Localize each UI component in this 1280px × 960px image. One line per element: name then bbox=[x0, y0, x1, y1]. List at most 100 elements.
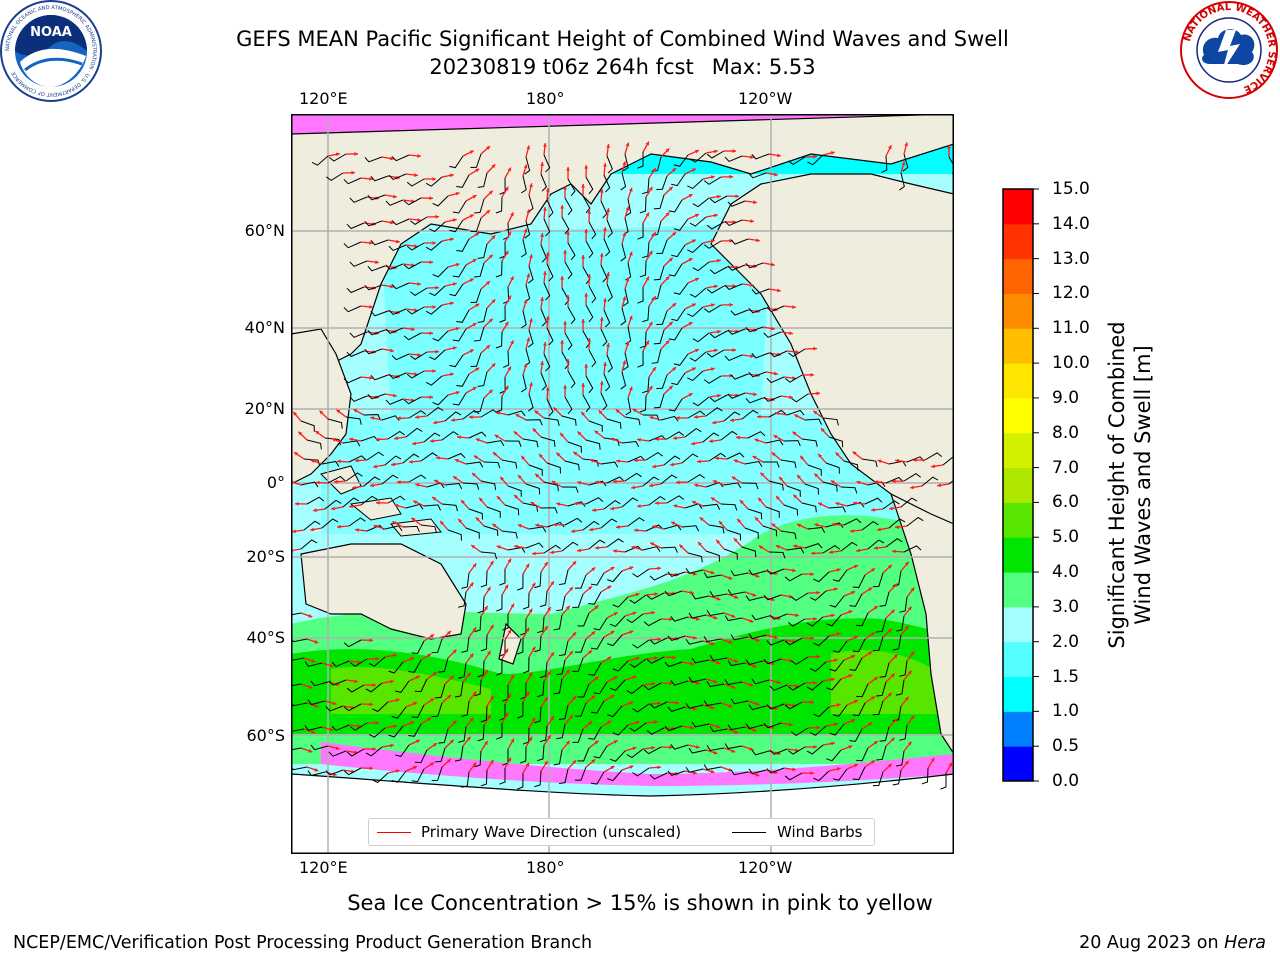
wave-direction-arrowhead bbox=[610, 766, 615, 770]
wave-direction-arrowhead bbox=[395, 769, 400, 774]
wave-direction-arrowhead bbox=[737, 518, 742, 523]
wave-direction-arrowhead bbox=[710, 367, 715, 372]
wind-barb bbox=[625, 397, 632, 416]
wave-direction-arrowhead bbox=[836, 568, 841, 572]
wave-direction-arrowhead bbox=[535, 523, 540, 528]
sea-ice-south bbox=[321, 742, 954, 786]
wave-direction-arrowhead bbox=[510, 603, 515, 608]
wave-direction-arrowhead bbox=[813, 410, 818, 415]
wave-direction-arrowhead bbox=[814, 473, 819, 478]
wind-barb bbox=[872, 636, 884, 652]
wind-barb bbox=[744, 460, 763, 467]
wind-barb bbox=[706, 745, 725, 752]
wind-barb bbox=[364, 284, 383, 291]
wave-direction-arrowhead bbox=[492, 523, 497, 528]
wave-direction-arrowhead bbox=[525, 691, 530, 696]
wave-direction-arrowhead bbox=[314, 639, 319, 644]
wind-barb bbox=[381, 474, 399, 485]
wind-barb bbox=[499, 568, 506, 586]
wind-barb bbox=[556, 659, 566, 676]
wind-barb bbox=[688, 676, 707, 683]
wind-barb bbox=[703, 240, 722, 249]
wave-direction-arrowhead bbox=[715, 456, 719, 461]
wave-direction-arrowhead bbox=[581, 184, 586, 188]
wave-direction-arrowhead bbox=[714, 213, 718, 218]
wave-direction-arrowhead bbox=[652, 525, 657, 529]
wave-direction-arrowhead bbox=[376, 437, 380, 442]
wave-direction-arrowhead bbox=[375, 720, 379, 725]
wind-barb bbox=[924, 452, 943, 461]
wave-direction-arrowhead bbox=[531, 582, 536, 587]
wind-barb bbox=[321, 460, 340, 467]
wind-barb bbox=[642, 305, 650, 323]
wave-direction-arrowhead bbox=[292, 529, 296, 534]
wind-barb bbox=[612, 660, 629, 672]
wave-direction-arrowhead bbox=[913, 458, 917, 462]
wind-barb bbox=[588, 480, 607, 487]
wave-direction-arrowhead bbox=[539, 453, 543, 458]
wind-barb bbox=[660, 546, 678, 553]
wave-direction-arrowhead bbox=[691, 168, 696, 172]
wave-direction-arrowhead bbox=[679, 544, 684, 549]
wind-barb bbox=[449, 354, 464, 368]
wind-barb bbox=[585, 375, 594, 394]
wind-barb bbox=[291, 683, 302, 687]
wave-direction-arrowhead bbox=[566, 295, 570, 299]
wave-direction-arrowhead bbox=[415, 739, 420, 744]
wave-direction-arrowhead bbox=[547, 735, 551, 740]
wind-barb bbox=[360, 495, 378, 506]
wind-barb bbox=[385, 398, 404, 405]
wave-direction-arrowhead bbox=[486, 210, 491, 214]
wind-barb bbox=[402, 453, 420, 464]
wave-direction-arrowhead bbox=[831, 677, 835, 682]
wind-barb bbox=[349, 331, 368, 338]
wave-direction-arrowhead bbox=[731, 476, 736, 481]
wave-direction-arrowhead bbox=[611, 437, 616, 442]
wind-barb bbox=[670, 680, 689, 686]
wind-barb bbox=[642, 177, 650, 195]
colorbar-tick-label: 11.0 bbox=[1052, 318, 1090, 339]
wind-barb bbox=[414, 678, 428, 693]
wave-direction-arrowhead bbox=[510, 674, 515, 679]
wind-barb bbox=[903, 545, 922, 553]
wave-direction-arrowhead bbox=[484, 741, 488, 745]
wave-direction-arrowhead bbox=[728, 576, 733, 580]
wave-direction-arrowhead bbox=[310, 527, 314, 532]
wind-barb bbox=[642, 546, 661, 552]
wave-direction-arrowhead bbox=[507, 366, 511, 371]
wind-barb bbox=[765, 506, 780, 518]
wave-direction-arrowhead bbox=[488, 190, 493, 195]
wind-barb bbox=[486, 440, 505, 447]
wave-direction-arrowhead bbox=[523, 299, 528, 304]
wind-barb bbox=[291, 657, 305, 661]
wind-barb bbox=[748, 172, 767, 179]
wave-direction-arrowhead bbox=[560, 340, 565, 344]
wave-direction-arrowhead bbox=[594, 676, 599, 681]
wind-barb bbox=[388, 244, 407, 252]
wave-direction-arrowhead bbox=[487, 650, 491, 655]
wind-barb bbox=[474, 198, 485, 214]
wave-direction-arrowhead bbox=[901, 161, 906, 166]
wind-barb bbox=[483, 461, 501, 469]
wind-barb bbox=[537, 744, 545, 762]
wave-direction-arrowhead bbox=[877, 527, 881, 532]
wave-direction-arrowhead bbox=[550, 652, 554, 657]
wind-barb bbox=[346, 350, 365, 358]
wave-direction-arrowhead bbox=[622, 232, 627, 237]
wind-barb bbox=[540, 507, 558, 514]
wave-direction-arrowhead bbox=[688, 258, 693, 262]
wave-direction-arrowhead bbox=[650, 542, 655, 546]
wave-direction-arrowhead bbox=[417, 282, 421, 286]
wave-direction-arrowhead bbox=[410, 657, 415, 661]
wave-direction-arrowhead bbox=[331, 506, 335, 511]
land-south-america bbox=[889, 492, 954, 756]
wind-barb bbox=[502, 613, 509, 631]
wave-direction-arrowhead bbox=[652, 168, 656, 173]
wind-barb bbox=[520, 374, 527, 393]
wave-direction-arrowhead bbox=[634, 528, 638, 533]
wind-barb bbox=[465, 461, 484, 468]
wind-barb bbox=[405, 427, 423, 438]
wind-barb bbox=[656, 239, 668, 254]
wind-barb bbox=[477, 307, 488, 323]
wave-direction-arrowhead bbox=[496, 411, 501, 415]
